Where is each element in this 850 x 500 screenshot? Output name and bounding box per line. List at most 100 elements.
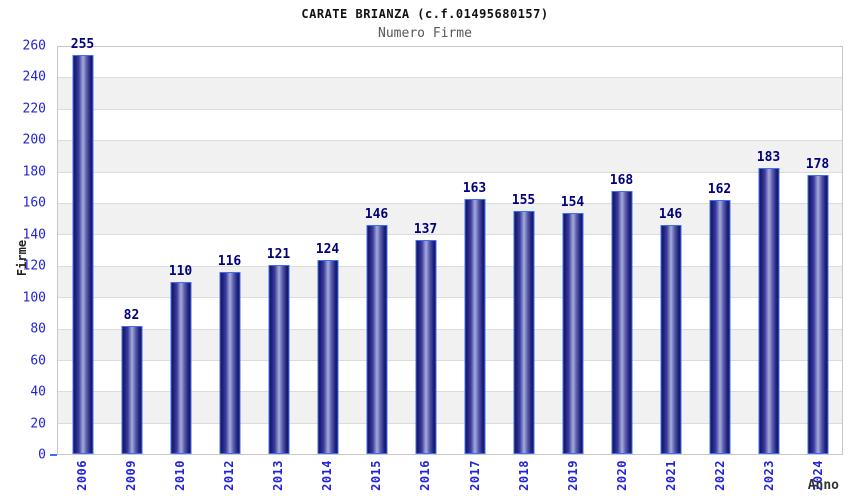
x-tick-label: 2009 (123, 460, 138, 491)
y-tick-label: 160 (22, 195, 46, 211)
plot-band (58, 109, 842, 142)
bar-value-label: 155 (511, 193, 536, 209)
bar-2019 (562, 212, 583, 454)
y-tick-label: 60 (30, 353, 46, 369)
plot-band (58, 78, 842, 110)
bar-value-label: 137 (413, 221, 438, 237)
bar-2010 (170, 281, 191, 454)
bar-2006 (72, 54, 93, 454)
x-tick-label: 2020 (614, 460, 629, 491)
x-tick-label: 2021 (664, 460, 679, 491)
bar-slot: 163 (450, 47, 499, 454)
x-tick-slot: 2016 (401, 460, 450, 498)
bar-value-label: 154 (560, 194, 585, 210)
bar-slot: 255 (58, 37, 107, 454)
x-tick-label: 2018 (516, 460, 531, 491)
x-tick-slot: 2006 (57, 460, 106, 498)
bar-value-label: 82 (123, 307, 140, 323)
bar-2014 (317, 259, 338, 454)
bar-2012 (219, 272, 240, 454)
x-tick-label: 2006 (74, 460, 89, 491)
bar-value-label: 121 (266, 246, 291, 262)
x-tick-slot: 2020 (597, 460, 646, 498)
y-tick-label: 220 (22, 101, 46, 117)
bar-value-label: 183 (756, 149, 781, 165)
bars-container: 255 82 110 116 121 124 146 137 163 155 154 168 146 16… (58, 37, 842, 454)
y-tick-label: 200 (22, 132, 46, 148)
x-tick-slot: 2009 (106, 460, 155, 498)
chart-title: CARATE BRIANZA (c.f.01495680157) (301, 7, 549, 21)
bar-2021 (660, 225, 681, 454)
y-axis-tick-labels: 0 20 40 60 80 100 120 140 160 180 200 220 240 260 (0, 39, 50, 463)
x-tick-label: 2023 (762, 460, 777, 491)
x-tick-slot: 2013 (254, 460, 303, 498)
bar-slot: 183 (744, 47, 793, 454)
bar-value-label: 163 (462, 180, 487, 196)
x-tick-slot: 2014 (303, 460, 352, 498)
x-tick-slot: 2012 (204, 460, 253, 498)
x-axis-title: Anno (807, 478, 839, 493)
bar-slot: 124 (303, 47, 352, 454)
bar-value-label: 178 (805, 157, 830, 173)
y-tick-label: 20 (30, 416, 46, 432)
y-tick-label: 40 (30, 384, 46, 400)
chart-subtitle: Numero Firme (378, 26, 472, 41)
y-tick-label: 180 (22, 164, 46, 180)
x-tick-label: 2012 (221, 460, 236, 491)
bar-value-label: 162 (707, 182, 732, 198)
plot-area: 255 82 110 116 121 124 146 137 163 155 154 168 146 16… (57, 37, 843, 455)
bar-value-label: 124 (315, 241, 340, 257)
x-tick-slot: 2015 (352, 460, 401, 498)
bar-value-label: 110 (168, 263, 193, 279)
bar-2020 (611, 191, 632, 454)
x-tick-label: 2013 (271, 460, 286, 491)
plot-band (58, 172, 842, 204)
bar-2016 (415, 239, 436, 454)
bar-slot: 168 (597, 47, 646, 454)
x-tick-slot: 2019 (548, 460, 597, 498)
y-axis-title: Firme (15, 239, 29, 277)
bar-2022 (709, 200, 730, 454)
x-tick-slot: 2010 (155, 460, 204, 498)
y-tick-label: 0 (38, 447, 46, 463)
x-tick-label: 2017 (467, 460, 482, 491)
bar-2009 (121, 325, 142, 454)
bar-slot: 178 (793, 47, 842, 454)
bar-slot: 82 (107, 47, 156, 454)
y-tick-label: 140 (22, 227, 46, 243)
x-tick-label: 2019 (565, 460, 580, 491)
bar-value-label: 116 (217, 254, 242, 270)
x-tick-label: 2016 (418, 460, 433, 491)
plot-band (58, 47, 842, 79)
bar-slot: 137 (401, 47, 450, 454)
zero-axis-tick (50, 454, 57, 456)
bar-2024 (807, 175, 828, 454)
bar-2018 (513, 211, 534, 454)
bar-slot: 110 (156, 47, 205, 454)
x-tick-label: 2010 (172, 460, 187, 491)
bar-slot: 146 (352, 47, 401, 454)
bar-2013 (268, 264, 289, 454)
bar-slot: 155 (499, 47, 548, 454)
bar-2017 (464, 198, 485, 454)
y-tick-label: 260 (22, 38, 46, 54)
x-tick-slot: 2021 (647, 460, 696, 498)
x-tick-slot: 2018 (499, 460, 548, 498)
y-tick-label: 100 (22, 290, 46, 306)
x-tick-slot: 2017 (450, 460, 499, 498)
x-tick-label: 2022 (713, 460, 728, 491)
bar-value-label: 168 (609, 173, 634, 189)
bar-slot: 121 (254, 47, 303, 454)
x-tick-slot: 2022 (696, 460, 745, 498)
x-axis-tick-labels: 2006 2009 2010 2012 2013 2014 2015 2016 2017 2018… (57, 460, 843, 498)
plot-band (58, 141, 842, 173)
bar-2023 (758, 167, 779, 454)
bar-slot: 162 (695, 47, 744, 454)
bar-slot: 146 (646, 47, 695, 454)
x-tick-label: 2015 (369, 460, 384, 491)
bar-value-label: 255 (70, 36, 95, 52)
bar-slot: 154 (548, 47, 597, 454)
y-tick-label: 240 (22, 69, 46, 85)
y-tick-label: 120 (22, 258, 46, 274)
bar-value-label: 146 (364, 207, 389, 223)
